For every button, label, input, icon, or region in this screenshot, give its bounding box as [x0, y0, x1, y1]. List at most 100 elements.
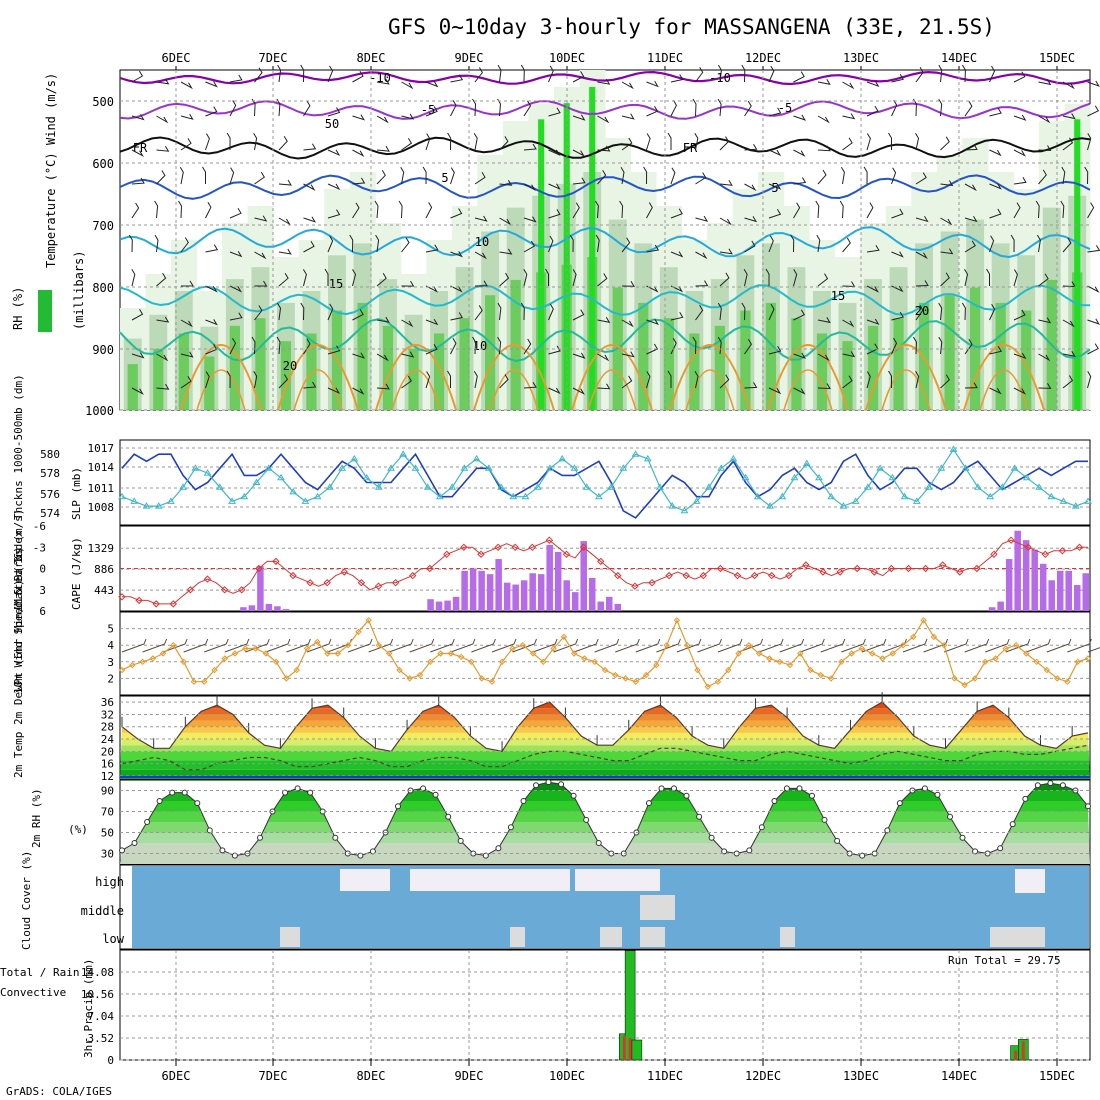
barb-38-0: [1062, 81, 1075, 90]
rh-tick-3: 30: [101, 848, 114, 861]
surface-arc-inner-4: [587, 369, 637, 411]
barb-27-0: [793, 71, 805, 83]
barb-4-4: [229, 208, 242, 219]
barb-23-1: [692, 98, 697, 117]
barb-21-6: [646, 285, 659, 293]
thickness-marker-3: [154, 502, 163, 509]
bottom-day-label-8: 14DEC: [941, 1069, 977, 1083]
thickness-marker-22: [387, 464, 395, 471]
wind-speed-marker-30: [427, 658, 434, 666]
barb-6-0: [277, 64, 282, 83]
rh-marker-2: [144, 819, 151, 825]
rh-marker-37: [583, 816, 590, 823]
cape-bar-41: [469, 568, 477, 611]
thickness-marker-56: [802, 459, 811, 467]
barb-8-9: [327, 387, 341, 395]
barb-0-0: [131, 70, 144, 83]
barb-20-8: [621, 351, 635, 358]
wind-plot: 5 4 3 2: [107, 617, 1100, 690]
temp-band-3: [120, 745, 1090, 752]
thickness-label: Thckns 1000-500mb (dm): [12, 374, 25, 520]
barb-5-8: [251, 336, 256, 355]
rh-label: RH (%): [11, 287, 25, 330]
barb-23-9: [694, 371, 699, 389]
barb-36-3: [1013, 177, 1027, 185]
thickness-marker-12: [264, 464, 273, 471]
thickness-marker-53: [766, 502, 774, 509]
barb-27-5: [790, 234, 795, 253]
barb-37-4: [1035, 200, 1040, 219]
wind-speed-marker-47: [601, 666, 609, 674]
surface-barb-54: [676, 638, 702, 653]
surface-barb-48: [615, 638, 640, 653]
barb-3-4: [205, 202, 212, 219]
rh-band-dark-1: [153, 348, 164, 410]
thickness-marker-58: [827, 492, 836, 500]
cape-bar-19: [282, 609, 290, 611]
barb-11-5: [401, 237, 410, 253]
thickness-marker-16: [313, 492, 322, 500]
bottom-day-label-0: 6DEC: [162, 1069, 191, 1083]
bottom-day-label-7: 13DEC: [843, 1069, 879, 1083]
thickness-marker-69: [961, 464, 970, 471]
barb-29-4: [839, 200, 844, 219]
barb-38-7: [1062, 319, 1075, 328]
temp-band-2: [120, 751, 1090, 761]
thickness-marker-59: [839, 502, 848, 509]
total-rain-label: Total / Rain: [0, 966, 79, 979]
barb-28-5: [816, 234, 821, 253]
thickness-marker-47: [692, 497, 701, 504]
barb-23-7: [695, 305, 704, 321]
barb-7-4: [303, 216, 317, 223]
cape-bar-57: [606, 596, 613, 611]
li-marker-102: [990, 550, 998, 559]
barb-12-9: [425, 371, 431, 389]
rh-band-dark-5: [255, 318, 266, 410]
barb-36-9: [1013, 387, 1027, 395]
wind-speed-marker-54: [673, 617, 681, 624]
thickness-marker-71: [986, 492, 995, 500]
contour-label-6: 20: [283, 359, 297, 373]
top-day-label-1: 7DEC: [259, 51, 288, 65]
pressure-axis: 500 600 700 800 900 1000: [85, 70, 1090, 418]
cape-tick-1: 886: [94, 563, 114, 576]
barb-38-1: [1062, 113, 1076, 120]
barb-8-2: [327, 149, 341, 157]
barb-11-8: [401, 351, 415, 358]
barb-17-1: [548, 107, 561, 117]
wind-speed-marker-38: [509, 645, 516, 652]
barb-3-9: [205, 371, 210, 389]
barb-20-5: [621, 237, 631, 253]
rh-marker-52: [771, 798, 778, 804]
wind-speed-marker-10: [221, 655, 229, 662]
wind-speed-marker-74: [879, 655, 886, 662]
barb-8-6: [324, 268, 329, 286]
wind-speed-marker-87: [1012, 641, 1020, 649]
barb-13-4: [450, 208, 463, 219]
thickness-marker-77: [1059, 497, 1068, 504]
barb-38-8: [1062, 351, 1076, 358]
barb-30-1: [866, 105, 879, 117]
wind-speed-marker-52: [653, 661, 660, 669]
thickness-marker-78: [1071, 502, 1080, 509]
cloud-low-3: [640, 927, 665, 947]
barb-25-1: [744, 100, 752, 117]
barb-24-6: [719, 272, 730, 287]
barb-37-7: [1038, 317, 1052, 324]
li-tick-4: 6: [39, 605, 46, 618]
barb-0-1: [131, 114, 145, 121]
rh-marker-75: [1059, 782, 1066, 789]
wind-speed-marker-33: [457, 653, 465, 661]
barb-31-6: [891, 285, 904, 293]
li-tick-2: 0: [39, 563, 46, 576]
rh-marker-47: [708, 834, 715, 841]
rh-marker-42: [645, 800, 652, 807]
cape-bar-46: [512, 584, 519, 611]
cloud-level-2: low: [102, 932, 124, 946]
surface-barb-2: [142, 638, 168, 653]
thickness-marker-65: [912, 497, 921, 504]
thickness-marker-25: [423, 483, 432, 490]
barb-1-7: [156, 316, 170, 323]
barb-14-2: [473, 132, 478, 151]
surface-arc-outer-6: [767, 344, 849, 411]
